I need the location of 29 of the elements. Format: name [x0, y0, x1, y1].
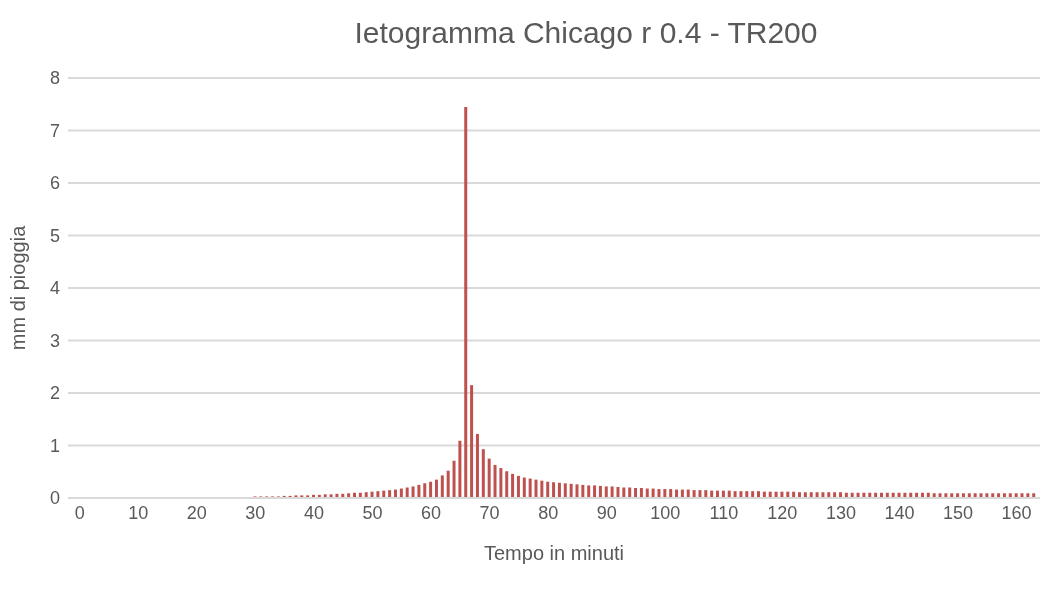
x-tick-label: 50 [362, 502, 383, 523]
y-tick-label: 4 [49, 278, 60, 299]
x-tick-label: 160 [1001, 502, 1032, 523]
x-tick-label: 40 [303, 502, 324, 523]
y-tick-label: 3 [49, 330, 60, 351]
x-tick-label: 10 [128, 502, 149, 523]
x-axis-title: Tempo in minuti [483, 542, 625, 564]
x-tick-label: 80 [538, 502, 559, 523]
x-tick-label: 60 [421, 502, 442, 523]
y-tick-label: 5 [49, 225, 60, 246]
x-tick-label: 110 [709, 502, 739, 523]
x-tick-label: 140 [884, 502, 915, 523]
y-tick-label: 2 [49, 383, 60, 404]
x-tick-label: 70 [479, 502, 500, 523]
y-tick-label: 7 [49, 120, 60, 141]
y-axis-title: mm di pioggia [7, 224, 30, 351]
x-tick-label: 30 [245, 502, 266, 523]
y-tick-label: 6 [49, 173, 60, 194]
x-tick-label: 20 [186, 502, 207, 523]
x-tick-label: 150 [943, 502, 974, 523]
x-tick-label: 90 [596, 502, 617, 523]
x-tick-label: 130 [825, 502, 856, 523]
y-tick-label: 0 [49, 488, 60, 509]
chart-title: Ietogramma Chicago r 0.4 - TR200 [353, 15, 819, 51]
x-tick-label: 0 [74, 502, 85, 523]
x-tick-label: 120 [767, 502, 798, 523]
y-tick-label: 8 [49, 68, 60, 89]
x-tick-label: 100 [650, 502, 681, 523]
y-tick-label: 1 [49, 435, 60, 456]
